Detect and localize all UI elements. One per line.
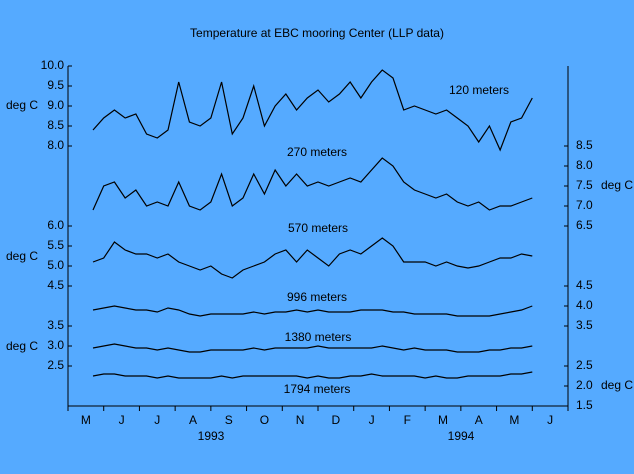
y-tick-label: 7.0 — [576, 198, 593, 212]
x-tick-label: J — [154, 413, 160, 427]
x-tick-label: J — [119, 413, 125, 427]
year-label: 1993 — [198, 429, 225, 443]
series-line — [92, 305, 533, 317]
y-tick-label: 9.5 — [47, 78, 64, 92]
x-tick-label: J — [547, 413, 553, 427]
series-label: 996 meters — [287, 290, 347, 304]
x-tick-label: N — [296, 413, 305, 427]
series-line — [92, 69, 533, 152]
y-tick-label: 2.0 — [576, 378, 593, 392]
x-tick-label: J — [369, 413, 375, 427]
x-tick-label: M — [509, 413, 519, 427]
series-line — [92, 371, 533, 379]
y-unit-label: deg C — [6, 249, 38, 263]
y-unit-label: deg C — [601, 378, 633, 392]
series-label: 120 meters — [449, 83, 509, 97]
y-tick-label: 7.5 — [576, 178, 593, 192]
y-tick-label: 1.5 — [576, 398, 593, 412]
x-tick-label: F — [404, 413, 411, 427]
x-tick-label: D — [332, 413, 341, 427]
series-label: 570 meters — [288, 221, 348, 235]
y-tick-label: 9.0 — [47, 98, 64, 112]
y-tick-label: 2.5 — [47, 358, 64, 372]
chart-title: Temperature at EBC mooring Center (LLP d… — [190, 26, 444, 40]
series-line — [92, 157, 533, 211]
y-tick-label: 2.5 — [576, 358, 593, 372]
x-tick-label: A — [475, 413, 483, 427]
y-tick-label: 3.5 — [576, 318, 593, 332]
x-tick-label: M — [81, 413, 91, 427]
y-tick-label: 5.5 — [47, 238, 64, 252]
y-unit-label: deg C — [601, 178, 633, 192]
y-tick-label: 10.0 — [41, 58, 65, 72]
y-tick-label: 8.5 — [576, 138, 593, 152]
y-tick-label: 4.5 — [576, 278, 593, 292]
y-tick-label: 6.5 — [576, 218, 593, 232]
x-tick-label: O — [260, 413, 269, 427]
y-tick-label: 8.0 — [47, 138, 64, 152]
y-tick-label: 3.5 — [47, 318, 64, 332]
y-tick-label: 6.0 — [47, 218, 64, 232]
y-tick-label: 4.0 — [576, 298, 593, 312]
y-tick-label: 8.0 — [576, 158, 593, 172]
y-tick-label: 3.0 — [47, 338, 64, 352]
y-tick-label: 8.5 — [47, 118, 64, 132]
series-label: 1380 meters — [285, 330, 352, 344]
y-tick-label: 4.5 — [47, 278, 64, 292]
x-tick-label: M — [438, 413, 448, 427]
y-tick-label: 5.0 — [47, 258, 64, 272]
series-label: 1794 meters — [284, 382, 351, 396]
x-tick-label: S — [225, 413, 233, 427]
series-label: 270 meters — [287, 145, 347, 159]
series-line — [92, 237, 533, 279]
series-line — [92, 343, 533, 353]
y-unit-label: deg C — [6, 339, 38, 353]
x-tick-label: A — [189, 413, 197, 427]
y-unit-label: deg C — [6, 98, 38, 112]
year-label: 1994 — [448, 429, 475, 443]
